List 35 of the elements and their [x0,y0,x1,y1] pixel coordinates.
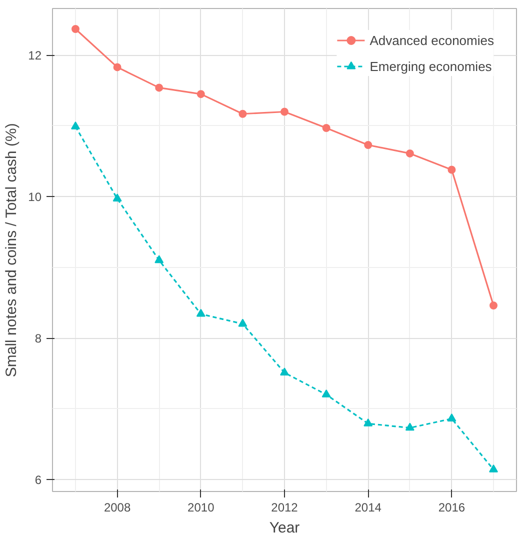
point [155,84,164,92]
x-tick-label: 2010 [188,500,215,514]
y-tick-label: 12 [28,48,42,63]
point [280,108,288,116]
point [238,110,247,118]
x-tick-label: 2014 [354,500,382,514]
x-tick-label: 2008 [104,500,131,514]
point [490,302,498,310]
point [489,464,498,472]
point [113,63,122,72]
point [196,90,205,98]
legend-label: Advanced economies [370,32,494,48]
point [70,121,80,130]
x-axis-title: Year [269,520,300,536]
point [447,414,456,422]
point [280,368,289,376]
point [322,390,331,398]
y-axis-title: Small notes and coins / Total cash (%) [3,123,20,378]
point [196,308,206,317]
point [238,318,248,327]
legend-label: Emerging economies [370,58,492,74]
point [448,166,456,174]
point [71,25,80,33]
point [322,124,330,132]
y-tick-label: 6 [34,472,42,487]
point [406,149,414,158]
point [154,255,164,264]
x-tick-label: 2016 [438,500,466,514]
y-tick-label: 8 [34,332,42,346]
point [405,422,414,431]
x-tick-label: 2012 [271,500,298,514]
y-tick-label: 10 [28,190,42,204]
point [364,418,373,426]
point [112,194,122,202]
point [364,140,372,149]
